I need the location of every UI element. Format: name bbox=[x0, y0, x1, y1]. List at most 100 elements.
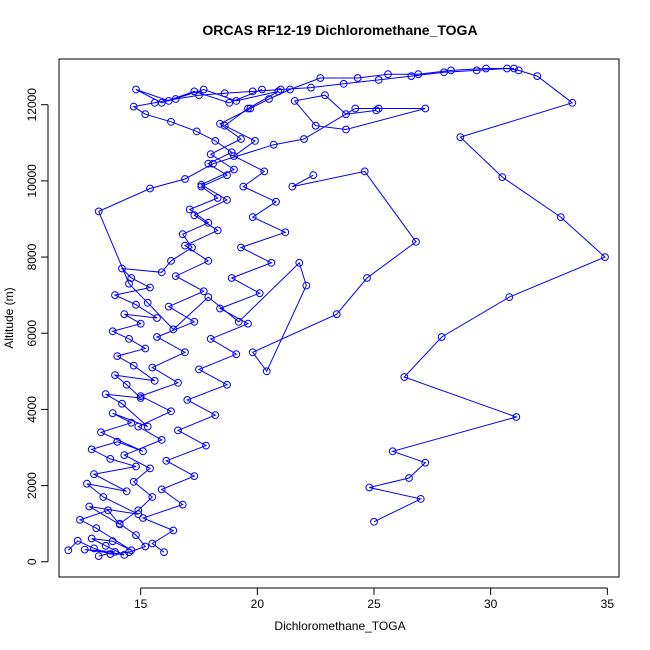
data-point bbox=[533, 72, 542, 80]
data-point bbox=[512, 413, 521, 421]
y-axis-label: Altitude (m) bbox=[2, 287, 16, 348]
data-point bbox=[414, 70, 423, 79]
data-point bbox=[106, 455, 115, 463]
data-point bbox=[157, 268, 166, 277]
data-point bbox=[153, 333, 161, 341]
data-point bbox=[192, 127, 201, 136]
data-point bbox=[286, 85, 294, 94]
data-point bbox=[237, 243, 245, 252]
data-point bbox=[125, 548, 133, 557]
series-line bbox=[98, 94, 426, 373]
data-point bbox=[167, 257, 175, 265]
data-point bbox=[498, 173, 507, 182]
data-point bbox=[204, 159, 213, 168]
data-point bbox=[202, 441, 210, 450]
data-point bbox=[111, 291, 119, 300]
data-point bbox=[199, 287, 208, 296]
series-1 bbox=[132, 85, 290, 557]
data-point bbox=[265, 95, 273, 103]
data-point bbox=[204, 293, 213, 302]
data-point bbox=[472, 66, 481, 75]
data-point bbox=[281, 228, 290, 237]
data-point bbox=[204, 257, 213, 265]
data-point bbox=[146, 283, 154, 292]
data-point bbox=[92, 524, 101, 533]
data-point bbox=[132, 531, 140, 539]
data-point bbox=[412, 237, 420, 246]
data-point bbox=[447, 66, 455, 75]
data-point bbox=[295, 258, 304, 267]
data-point bbox=[125, 279, 133, 288]
data-point bbox=[353, 74, 362, 82]
plot-frame bbox=[58, 58, 620, 578]
data-point bbox=[85, 502, 94, 511]
data-point bbox=[164, 97, 173, 105]
data-point bbox=[146, 464, 154, 473]
data-point bbox=[227, 274, 236, 282]
data-point bbox=[122, 380, 131, 389]
data-point bbox=[146, 184, 154, 193]
data-point bbox=[139, 514, 147, 522]
data-point bbox=[143, 422, 152, 431]
data-point bbox=[311, 121, 320, 130]
data-point bbox=[440, 68, 448, 77]
data-point bbox=[120, 451, 129, 460]
data-point bbox=[101, 390, 110, 399]
data-point bbox=[384, 70, 392, 79]
series-line bbox=[67, 68, 514, 555]
data-point bbox=[288, 182, 297, 191]
data-point bbox=[195, 91, 203, 100]
data-point bbox=[90, 544, 98, 553]
data-point bbox=[246, 104, 255, 113]
data-point bbox=[213, 226, 222, 235]
data-point bbox=[125, 335, 133, 343]
data-point bbox=[216, 304, 224, 313]
data-point bbox=[232, 350, 241, 359]
data-point bbox=[129, 361, 138, 370]
data-point bbox=[64, 546, 73, 555]
data-point bbox=[276, 85, 285, 94]
data-point bbox=[374, 76, 383, 84]
data-point bbox=[167, 407, 175, 416]
data-point bbox=[148, 539, 157, 548]
data-point bbox=[183, 396, 192, 404]
data-point bbox=[83, 479, 91, 488]
data-point bbox=[272, 197, 280, 206]
data-point bbox=[73, 536, 82, 545]
data-point bbox=[132, 462, 140, 471]
data-point bbox=[351, 104, 360, 113]
data-point bbox=[260, 167, 269, 176]
x-tick-label: 25 bbox=[367, 597, 381, 611]
data-point bbox=[206, 150, 215, 159]
data-point bbox=[190, 472, 199, 481]
data-point bbox=[195, 365, 203, 374]
data-point bbox=[127, 418, 136, 427]
data-point bbox=[255, 289, 264, 298]
data-point bbox=[199, 85, 208, 94]
data-point bbox=[190, 317, 199, 326]
data-point bbox=[181, 348, 189, 357]
data-point bbox=[223, 196, 231, 204]
data-point bbox=[150, 376, 159, 385]
data-point bbox=[232, 97, 241, 105]
data-point bbox=[339, 79, 348, 88]
data-point bbox=[269, 140, 278, 149]
data-point bbox=[342, 110, 350, 119]
data-point bbox=[174, 378, 182, 387]
data-point bbox=[309, 171, 318, 180]
data-point bbox=[601, 253, 609, 262]
data-point bbox=[113, 437, 122, 446]
data-point bbox=[437, 333, 446, 341]
data-point bbox=[94, 207, 103, 216]
data-point bbox=[388, 447, 397, 456]
data-point bbox=[104, 506, 112, 515]
data-point bbox=[342, 125, 350, 134]
data-point bbox=[400, 373, 409, 381]
data-point bbox=[374, 104, 383, 113]
data-point bbox=[143, 298, 152, 307]
data-point bbox=[363, 274, 371, 282]
data-point bbox=[300, 135, 308, 143]
data-point bbox=[211, 411, 220, 420]
data-point bbox=[407, 72, 416, 80]
data-point bbox=[169, 526, 178, 535]
